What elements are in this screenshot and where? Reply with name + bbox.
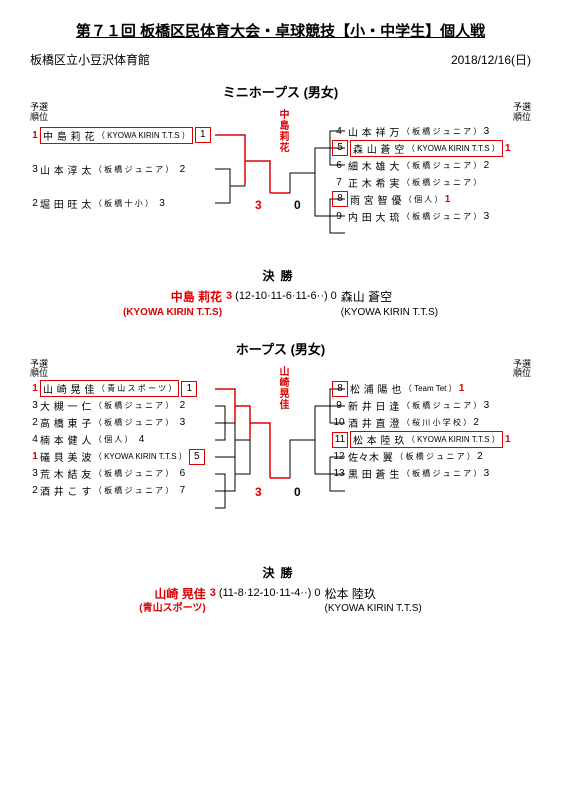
- d1-l: 0: [331, 290, 337, 302]
- bracket-entry: 4山 本 祥 万（ 板 橋 ジ ュ ニ ア ）3: [330, 123, 491, 139]
- d2-winner-aff: (青山スポーツ): [139, 602, 205, 615]
- bracket-entry: 3山 本 淳 太（ 板 橋 ジ ュ ニ ア ）2: [30, 161, 191, 177]
- bracket-entry: 1山 崎 晃 佳（ 青 山 ス ポ ー ツ ）1: [30, 381, 199, 397]
- bracket-entry: 9内 田 大 琉（ 板 橋 ジ ュ ニ ア ）3: [330, 208, 491, 224]
- d1-games: (12-10·11-6·11-6··): [235, 290, 328, 302]
- bracket-entry: 2堀 田 旺 太（ 板 橋 十 小 ）3: [30, 195, 171, 211]
- div1-title: ミニホープス (男女): [30, 82, 531, 101]
- d2-loser-name: 松本 陸玖: [324, 587, 421, 603]
- date: 2018/12/16(日): [451, 51, 531, 68]
- d2-w: 3: [210, 587, 216, 599]
- div1-bracket: 予選 順位 予選 順位 中島莉花 3 0 1中 島 莉 花（ KYOWA KIR…: [30, 103, 531, 263]
- bracket-entry: 1中 島 莉 花（ KYOWA KIRIN T.T.S ）1: [30, 127, 213, 143]
- bracket-entry: 2高 橋 東 子（ 板 橋 ジ ュ ニ ア ）3: [30, 415, 191, 431]
- div1-final: 中島 莉花 (KYOWA KIRIN T.T.S) 3 (12-10·11-6·…: [30, 290, 531, 319]
- bracket-entry: 1礒 貝 美 波（ KYOWA KIRIN T.T.S ）5: [30, 449, 207, 465]
- div2-final: 山崎 晃佳 (青山スポーツ) 3 (11-8·12-10·11-4··) 0 松…: [30, 587, 531, 616]
- d1-loser-aff: (KYOWA KIRIN T.T.S): [341, 306, 438, 319]
- d1-loser-name: 森山 蒼空: [341, 290, 438, 306]
- bracket-entry: 3大 槻 一 仁（ 板 橋 ジ ュ ニ ア ）2: [30, 398, 191, 414]
- div1-final-label: 決勝: [30, 267, 531, 284]
- d2-l: 0: [314, 587, 320, 599]
- d1-winner-name: 中島 莉花: [123, 290, 222, 306]
- div2-title: ホープス (男女): [30, 339, 531, 358]
- bracket-entry: 8松 浦 陽 也（ Team Tet ）1: [330, 381, 467, 397]
- bracket-entry: 11松 本 陸 玖（ KYOWA KIRIN T.T.S ）1: [330, 432, 513, 448]
- div2-bracket: 予選 順位 予選 順位 山崎晃佳 3 0 1山 崎 晃 佳（ 青 山 ス ポ ー…: [30, 360, 531, 560]
- venue: 板橋区立小豆沢体育館: [30, 51, 150, 68]
- bracket-entry: 2酒 井 こ す（ 板 橋 ジ ュ ニ ア ）7: [30, 483, 191, 499]
- d1-winner-aff: (KYOWA KIRIN T.T.S): [123, 306, 222, 319]
- bracket-entry: 4楠 本 健 人（ 個 人 ）4: [30, 432, 151, 448]
- bracket-entry: 8雨 宮 智 優（ 個 人 ）1: [330, 191, 453, 207]
- bracket-entry: 3荒 木 結 友（ 板 橋 ジ ュ ニ ア ）6: [30, 466, 191, 482]
- bracket-entry: 12佐々木 翼（ 板 橋 ジ ュ ニ ア ）2: [330, 449, 485, 465]
- bracket-entry: 5森 山 蒼 空（ KYOWA KIRIN T.T.S ）1: [330, 140, 513, 156]
- d2-games: (11-8·12-10·11-4··): [219, 587, 312, 599]
- bracket-entry: 13黒 田 蒼 生（ 板 橋 ジ ュ ニ ア ）3: [330, 466, 491, 482]
- d1-w: 3: [226, 290, 232, 302]
- div2-final-label: 決勝: [30, 564, 531, 581]
- bracket-entry: 10酒 井 直 澄（ 桜 川 小 学 校 ）2: [330, 415, 481, 431]
- page-title: 第７１回 板橋区民体育大会・卓球競技【小・中学生】個人戦: [30, 20, 531, 41]
- bracket-entry: 9新 井 日 逢（ 板 橋 ジ ュ ニ ア ）3: [330, 398, 491, 414]
- bracket-entry: 6細 木 雄 大（ 板 橋 ジ ュ ニ ア ）2: [330, 157, 491, 173]
- bracket-entry: 7正 木 希 実（ 板 橋 ジ ュ ニ ア ）: [330, 174, 491, 190]
- d2-winner-name: 山崎 晃佳: [139, 587, 205, 603]
- d2-loser-aff: (KYOWA KIRIN T.T.S): [324, 602, 421, 615]
